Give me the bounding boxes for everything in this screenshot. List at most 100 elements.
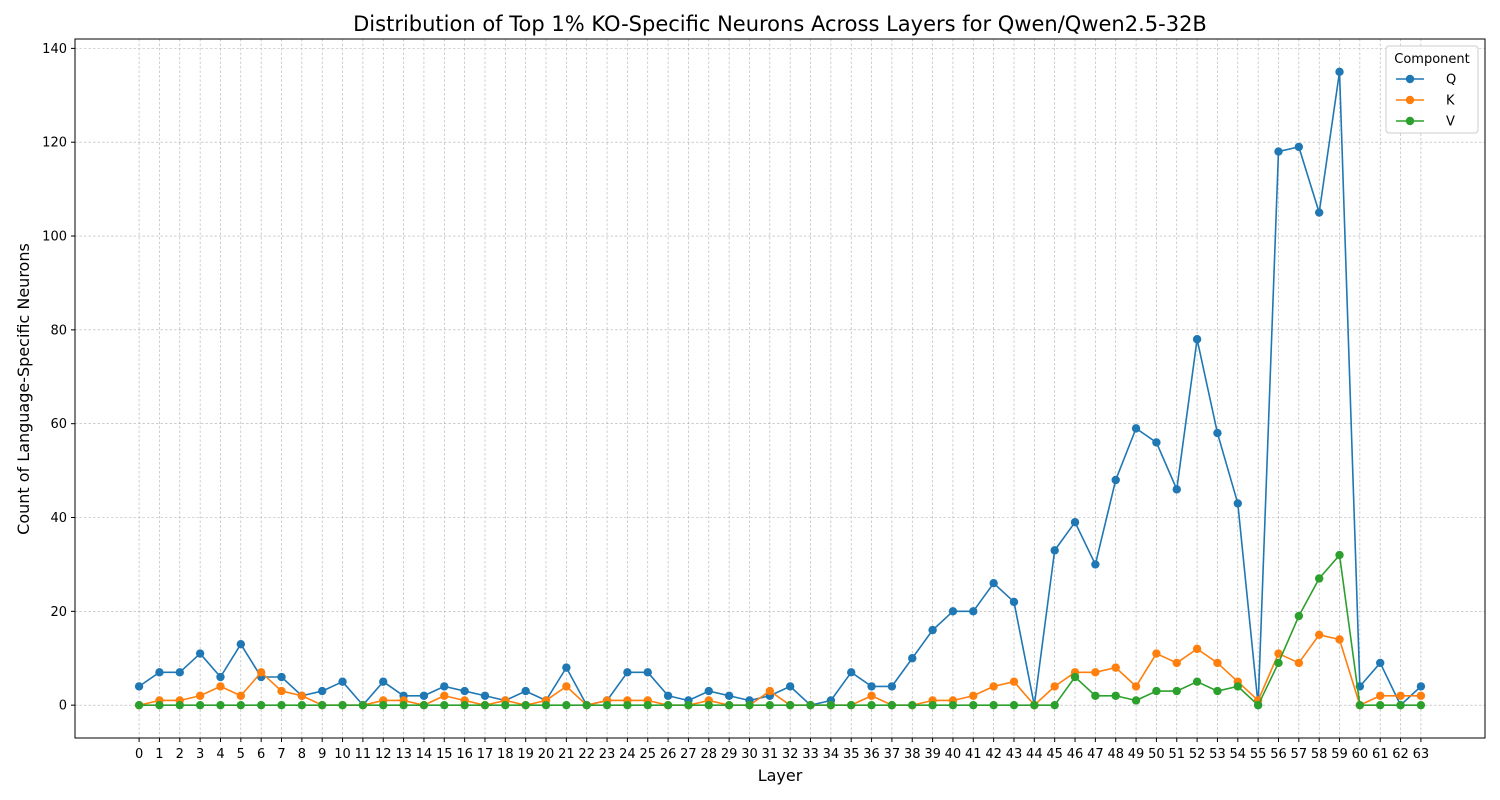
series-q-point xyxy=(704,686,713,696)
x-tick-label: 57 xyxy=(1291,747,1308,762)
x-tick-label: 52 xyxy=(1189,747,1206,762)
x-tick-label: 7 xyxy=(277,747,285,762)
y-tick-label: 60 xyxy=(50,417,67,432)
series-q-point xyxy=(440,682,449,691)
x-tick-label: 18 xyxy=(497,747,514,762)
series-k-point xyxy=(867,691,876,700)
series-v-point xyxy=(521,700,530,710)
series-v-point xyxy=(297,700,307,710)
series-v-point xyxy=(1050,700,1059,710)
series-v-point xyxy=(765,700,775,710)
x-tick-label: 46 xyxy=(1067,747,1084,762)
series-k-point xyxy=(1131,682,1141,691)
series-q-point xyxy=(1152,438,1161,447)
series-v-point xyxy=(684,700,693,710)
x-tick-label: 13 xyxy=(395,747,412,762)
series-k-point xyxy=(1274,649,1283,658)
series-v-point xyxy=(724,700,734,710)
x-tick-label: 21 xyxy=(558,747,575,762)
series-q-point xyxy=(1111,475,1120,485)
series-q-point xyxy=(562,663,571,672)
x-tick-label: 50 xyxy=(1148,747,1165,762)
series-v-point xyxy=(1335,550,1344,560)
series-q-point xyxy=(480,691,490,700)
x-tick-label: 0 xyxy=(135,747,143,762)
series-v-line xyxy=(139,554,1421,706)
x-axis: 0 1 2 3 4 5 6 7 8 9 10 11 12 13 14 15 16 17 18 19 20 21 22 23 24… xyxy=(135,738,1429,762)
series-k-point xyxy=(236,691,246,700)
series-v-point xyxy=(602,700,612,710)
series-v-point xyxy=(969,700,978,710)
series-q-point xyxy=(1050,546,1059,555)
x-tick-label: 53 xyxy=(1209,747,1226,762)
series-k-point xyxy=(1009,677,1019,686)
series-k-point xyxy=(1152,649,1161,658)
series-k-point xyxy=(297,691,307,700)
series-q-point xyxy=(175,668,184,677)
series-v-point xyxy=(1152,686,1161,696)
series-v-point xyxy=(643,700,652,710)
x-tick-label: 5 xyxy=(237,747,245,762)
series-v-point xyxy=(379,700,388,710)
legend-label: K xyxy=(1446,94,1455,109)
x-tick-label: 31 xyxy=(762,747,779,762)
series-k-point xyxy=(1050,682,1059,691)
legend-item-v: V xyxy=(1396,115,1455,130)
series-v-point xyxy=(440,700,449,710)
x-tick-label: 4 xyxy=(216,747,224,762)
x-tick-label: 44 xyxy=(1026,747,1043,762)
x-tick-label: 55 xyxy=(1250,747,1267,762)
series-v-point xyxy=(1070,672,1080,682)
x-tick-label: 20 xyxy=(538,747,555,762)
series-q-point xyxy=(1335,67,1344,77)
x-tick-label: 30 xyxy=(741,747,758,762)
series-v-point xyxy=(318,700,327,710)
x-tick-label: 63 xyxy=(1413,747,1430,762)
x-tick-label: 16 xyxy=(456,747,473,762)
x-tick-label: 41 xyxy=(965,747,982,762)
chart-title: Distribution of Top 1% KO-Specific Neuro… xyxy=(353,12,1207,36)
x-tick-label: 23 xyxy=(599,747,616,762)
series-v-point xyxy=(948,700,958,710)
x-tick-label: 3 xyxy=(196,747,204,762)
series-q-point xyxy=(643,668,652,677)
series-layer xyxy=(134,67,1426,710)
series-k-point xyxy=(1091,668,1100,677)
y-tick-label: 20 xyxy=(50,605,67,620)
series-v-point xyxy=(928,700,937,710)
series-q-point xyxy=(724,691,734,700)
series-q xyxy=(134,67,1426,710)
series-v-point xyxy=(358,700,368,710)
x-tick-label: 10 xyxy=(334,747,351,762)
series-q-point xyxy=(887,682,897,691)
x-tick-label: 59 xyxy=(1331,747,1348,762)
series-v-point xyxy=(785,700,795,710)
series-q-point xyxy=(236,639,246,649)
series-k-point xyxy=(1172,658,1181,668)
x-tick-label: 34 xyxy=(823,747,840,762)
legend: Component QKV xyxy=(1385,45,1479,134)
series-v-point xyxy=(989,700,998,710)
series-v-point xyxy=(1376,700,1385,710)
series-k-point xyxy=(989,682,998,691)
series-k-point xyxy=(1294,658,1304,668)
series-q-point xyxy=(155,668,164,677)
series-v-point xyxy=(155,700,164,710)
series-v-point xyxy=(501,700,510,710)
x-tick-label: 45 xyxy=(1046,747,1063,762)
legend-label: Q xyxy=(1446,73,1456,88)
x-tick-label: 9 xyxy=(318,747,326,762)
series-q-point xyxy=(847,668,856,677)
x-tick-label: 2 xyxy=(176,747,184,762)
series-q-point xyxy=(989,578,998,588)
y-tick-label: 140 xyxy=(42,42,67,57)
series-q-point xyxy=(1070,518,1080,527)
series-k-point xyxy=(562,682,571,691)
legend-box xyxy=(1385,45,1479,134)
series-v-point xyxy=(1274,658,1283,668)
series-q-point xyxy=(1213,428,1222,438)
series-q-point xyxy=(623,668,632,677)
series-k-point xyxy=(195,691,205,700)
x-tick-label: 32 xyxy=(782,747,799,762)
x-tick-label: 33 xyxy=(802,747,819,762)
